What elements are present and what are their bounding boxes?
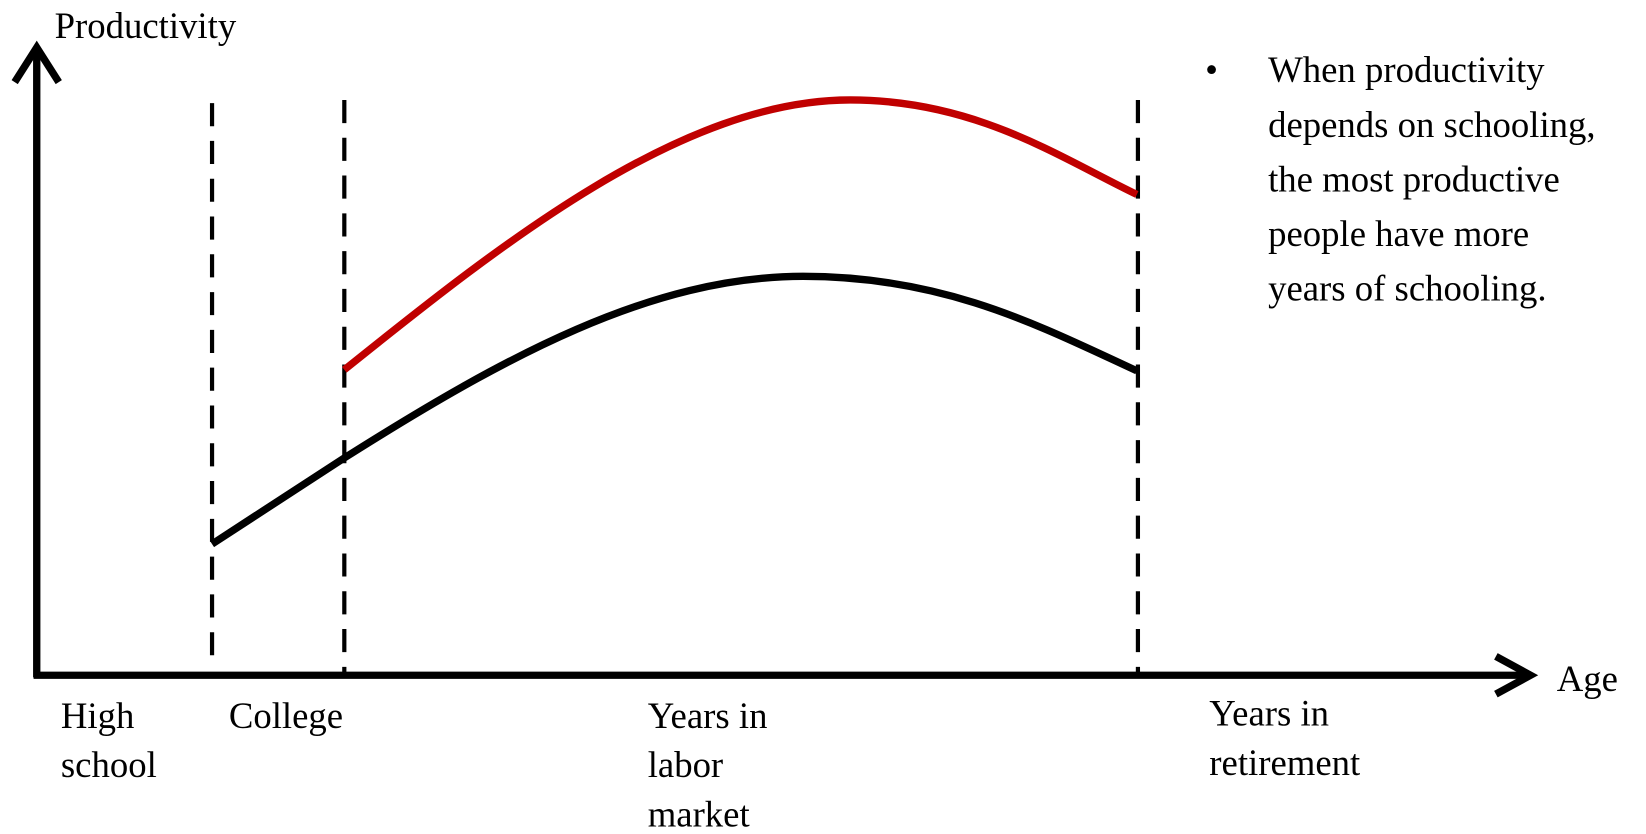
stage-label: Years in bbox=[648, 695, 768, 736]
stage-label: labor bbox=[648, 744, 723, 785]
x-axis-label: Age bbox=[1557, 658, 1618, 699]
y-axis-arrow bbox=[11, 40, 62, 85]
note-line: When productivity bbox=[1268, 49, 1545, 90]
stage-label: Years in bbox=[1209, 693, 1329, 734]
productivity-curve-high bbox=[342, 96, 1139, 373]
note-line: people have more bbox=[1268, 213, 1529, 254]
bullet: • bbox=[1205, 49, 1218, 90]
productivity-curve-low bbox=[210, 272, 1139, 548]
x-axis-arrow bbox=[1494, 653, 1539, 698]
stage-label: market bbox=[648, 793, 750, 834]
note-line: the most productive bbox=[1268, 158, 1560, 199]
y-axis-label: Productivity bbox=[55, 5, 237, 46]
stage-label: College bbox=[229, 695, 343, 736]
note-line: depends on schooling, bbox=[1268, 104, 1596, 145]
stage-label: retirement bbox=[1209, 742, 1360, 783]
stage-label: school bbox=[61, 744, 157, 785]
stage-label: High bbox=[61, 695, 134, 736]
note-line: years of schooling. bbox=[1268, 268, 1547, 309]
